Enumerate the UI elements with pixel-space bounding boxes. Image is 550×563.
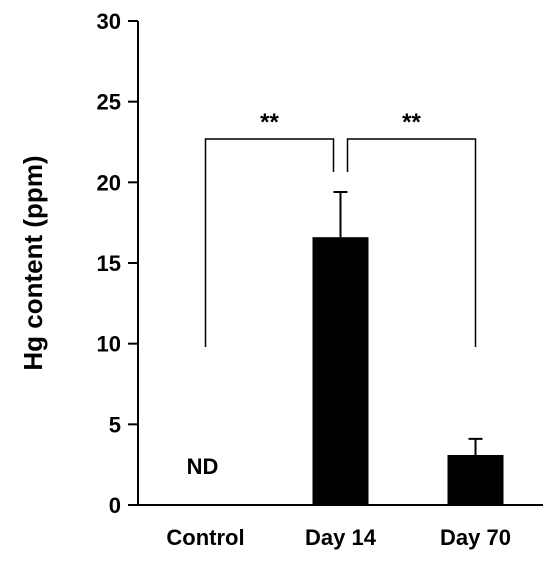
- significance-brackets: ** **: [204, 109, 477, 347]
- x-tick-label: Control: [166, 525, 244, 550]
- y-tick-label: 25: [97, 90, 121, 115]
- y-tick-label: 20: [97, 170, 121, 195]
- significance-label: **: [402, 109, 421, 136]
- error-bars: [333, 191, 483, 455]
- significance-bracket: [346, 138, 477, 347]
- significance-bracket: [204, 138, 335, 347]
- x-tick-label: Day 14: [305, 525, 377, 550]
- bars: [312, 237, 504, 506]
- y-tick-label: 15: [97, 251, 121, 276]
- y-tick-label: 0: [109, 493, 121, 518]
- y-tick-label: 30: [97, 9, 121, 34]
- value-label: ND: [187, 454, 219, 479]
- significance-label: **: [260, 109, 279, 136]
- y-axis-title: Hg content (ppm): [18, 155, 48, 370]
- x-tick-labels: Control Day 14 Day 70: [166, 525, 511, 550]
- x-tick-label: Day 70: [440, 525, 511, 550]
- y-tick-label: 5: [109, 412, 121, 437]
- y-tick-label: 10: [97, 332, 121, 357]
- bar: [312, 237, 369, 506]
- value-labels: ND: [187, 454, 219, 479]
- bar: [447, 454, 504, 505]
- y-ticks: 0 5 10 15 20 25 30: [97, 9, 138, 518]
